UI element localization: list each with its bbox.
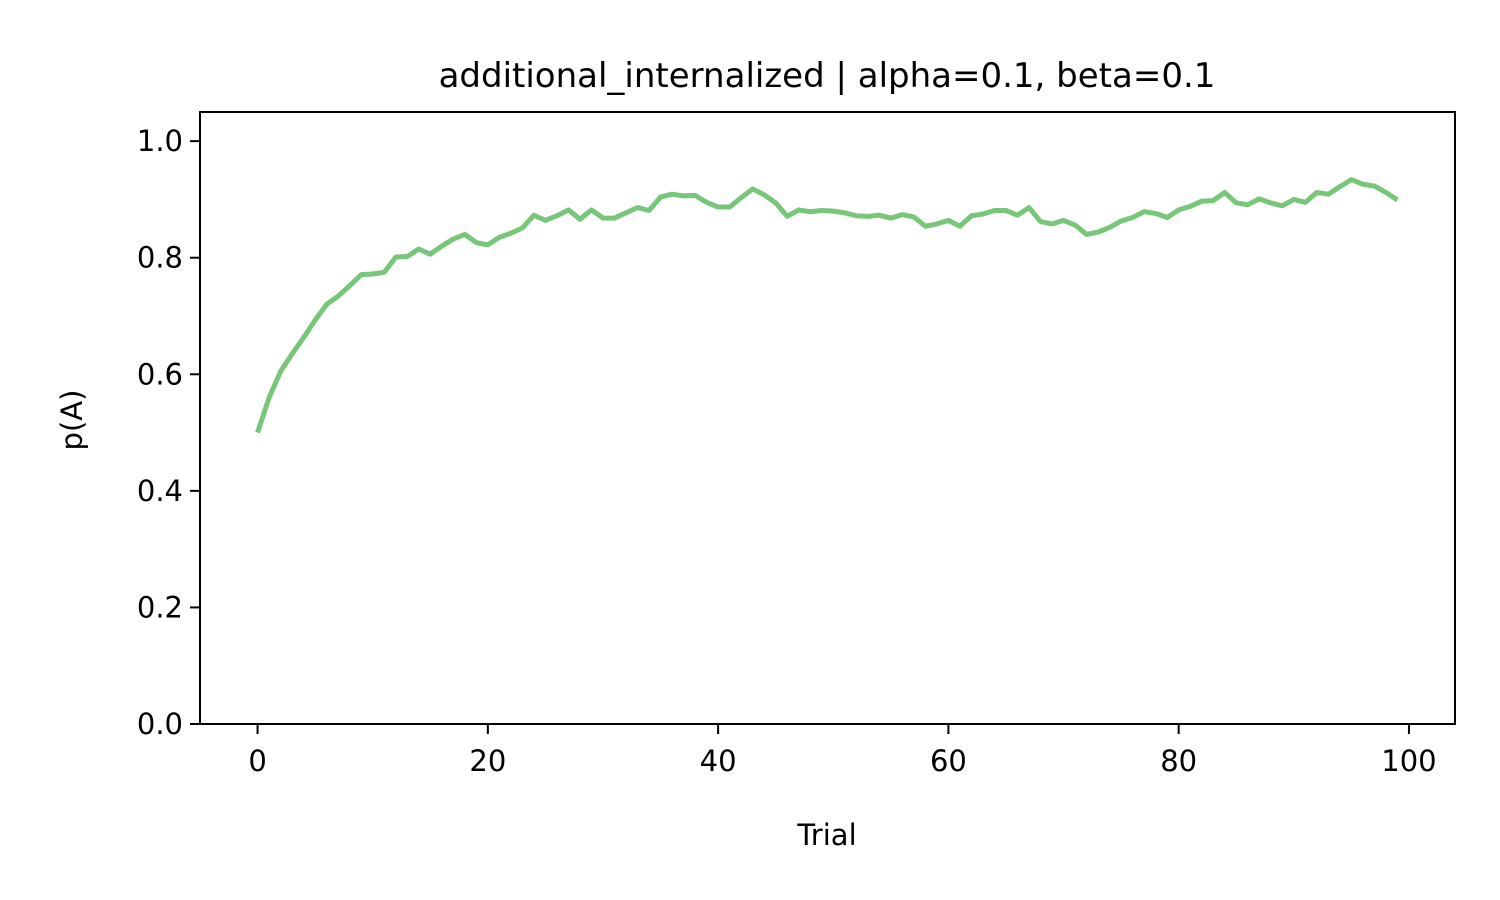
y-axis-label: p(A) bbox=[55, 390, 89, 451]
x-tick-label: 40 bbox=[700, 744, 737, 778]
chart-title: additional_internalized | alpha=0.1, bet… bbox=[439, 56, 1216, 96]
plot-frame bbox=[199, 111, 1456, 725]
x-tick-label: 80 bbox=[1160, 744, 1197, 778]
y-axis: 0.0 0.2 0.4 0.6 0.8 1.0 bbox=[137, 124, 200, 741]
y-tick-label: 0.2 bbox=[137, 590, 183, 624]
x-tick-label: 20 bbox=[469, 744, 506, 778]
y-tick-label: 0.8 bbox=[137, 241, 183, 275]
x-tick-label: 100 bbox=[1381, 744, 1436, 778]
y-tick-label: 0.4 bbox=[137, 474, 183, 508]
x-axis: 0 20 40 60 80 100 bbox=[248, 724, 1437, 778]
x-tick-label: 60 bbox=[930, 744, 967, 778]
plot-area bbox=[199, 111, 1456, 725]
x-tick-label: 0 bbox=[248, 744, 266, 778]
series-line-0 bbox=[255, 177, 1399, 434]
x-axis-label: Trial bbox=[796, 818, 856, 852]
y-tick-label: 0.0 bbox=[137, 707, 183, 741]
y-tick-label: 1.0 bbox=[137, 124, 183, 158]
y-tick-label: 0.6 bbox=[137, 357, 183, 391]
